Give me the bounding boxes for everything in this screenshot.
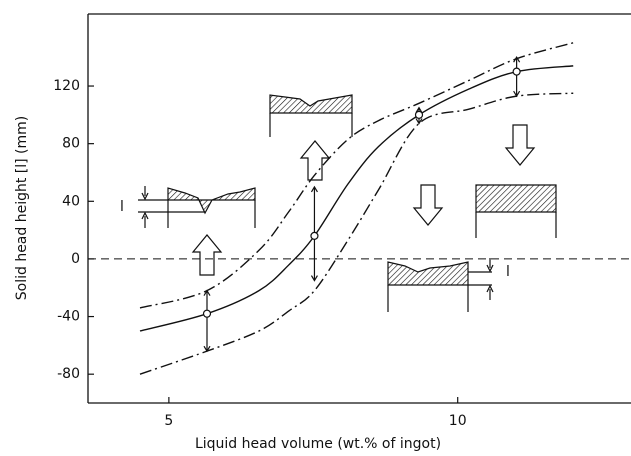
x-tick-label: 5 — [164, 413, 173, 429]
annotation: l — [506, 264, 510, 280]
ingot-sketch: l — [120, 186, 255, 228]
x-tick-label: 10 — [449, 413, 467, 429]
chart: Liquid head volume (wt.% of ingot) Solid… — [0, 0, 631, 456]
x-axis-label: Liquid head volume (wt.% of ingot) — [195, 436, 441, 452]
ingot-sketch: l — [388, 258, 510, 312]
arrow — [506, 125, 534, 165]
annotation: l — [120, 199, 124, 215]
data-point — [415, 111, 422, 118]
data-point — [203, 310, 210, 317]
curve — [140, 93, 573, 374]
data-point — [513, 68, 520, 75]
y-tick-label: 120 — [53, 78, 80, 94]
y-axis-label: Solid head height [l] (mm) — [14, 116, 30, 301]
arrow — [414, 185, 442, 225]
y-tick-label: 80 — [62, 136, 80, 152]
ingot-sketch — [270, 95, 352, 137]
arrow — [193, 235, 221, 275]
y-tick-label: -80 — [57, 366, 80, 382]
ingot-sketch — [476, 185, 556, 238]
y-tick-label: 40 — [62, 193, 80, 209]
y-tick-label: -40 — [57, 309, 80, 325]
y-tick-label: 0 — [71, 251, 80, 267]
data-point — [311, 232, 318, 239]
